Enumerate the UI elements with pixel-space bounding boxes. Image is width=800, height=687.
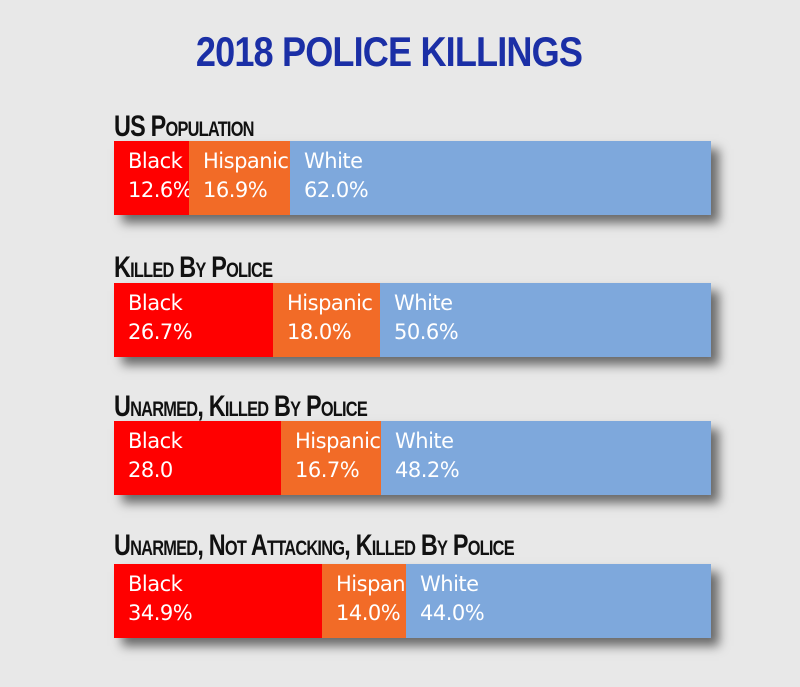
bar-segment-hispanic: Hispanic 16.9% [189,141,290,215]
segment-value-label: 14.0% [336,601,401,625]
segment-value-label: 34.9% [128,601,193,625]
segment-value-label: 48.2% [395,458,460,482]
segment-name-label: White [394,291,453,315]
segment-name-label: Hispanic [295,429,381,453]
segment-value-label: 28.0 [128,458,173,482]
segment-value-label: 44.0% [420,601,485,625]
bar-segment-hispanic: Hispanic 14.0% [322,564,406,638]
segment-name-label: Hispanic [287,291,373,315]
segment-name-label: White [420,572,479,596]
segment-value-label: 62.0% [304,178,369,202]
segment-name-label: Hispanic [203,149,289,173]
category-label: US Population [114,110,254,143]
category-label: Unarmed, Killed By Police [114,390,368,423]
segment-value-label: 16.7% [295,458,360,482]
stacked-bar: Black 12.6% Hispanic 16.9% White 62.0% [114,141,711,215]
bar-segment-black: Black 34.9% [114,564,322,638]
segment-name-label: Hispanic [336,572,406,596]
segment-value-label: 26.7% [128,320,193,344]
bar-segment-remainder [660,141,711,215]
segment-name-label: Black [128,572,183,596]
bar-segment-white: White 44.0% [406,564,669,638]
bar-segment-white: White 62.0% [290,141,660,215]
chart-title: 2018 POLICE KILLINGS [195,28,583,75]
bar-segment-remainder [669,421,711,495]
segment-name-label: Black [128,429,183,453]
segment-name-label: Black [128,291,183,315]
segment-name-label: Black [128,149,183,173]
bar-segment-white: White 50.6% [380,283,682,357]
category-label: Unarmed, Not Attacking, Killed By Police [114,529,515,562]
bar-segment-hispanic: Hispanic 18.0% [273,283,380,357]
stacked-bar: Black 28.0 Hispanic 16.7% White 48.2% [114,421,711,495]
segment-name-label: White [395,429,454,453]
segment-value-label: 18.0% [287,320,352,344]
stacked-bar: Black 26.7% Hispanic 18.0% White 50.6% [114,283,711,357]
bar-segment-remainder [669,564,711,638]
segment-value-label: 16.9% [203,178,268,202]
bar-segment-black: Black 12.6% [114,141,189,215]
bar-segment-hispanic: Hispanic 16.7% [281,421,381,495]
segment-value-label: 12.6% [128,178,189,202]
bar-segment-white: White 48.2% [381,421,669,495]
bar-segment-remainder [682,283,711,357]
category-label: Killed By Police [114,251,273,284]
stacked-bar: Black 34.9% Hispanic 14.0% White 44.0% [114,564,711,638]
bar-segment-black: Black 26.7% [114,283,273,357]
segment-name-label: White [304,149,363,173]
segment-value-label: 50.6% [394,320,459,344]
bar-segment-black: Black 28.0 [114,421,281,495]
